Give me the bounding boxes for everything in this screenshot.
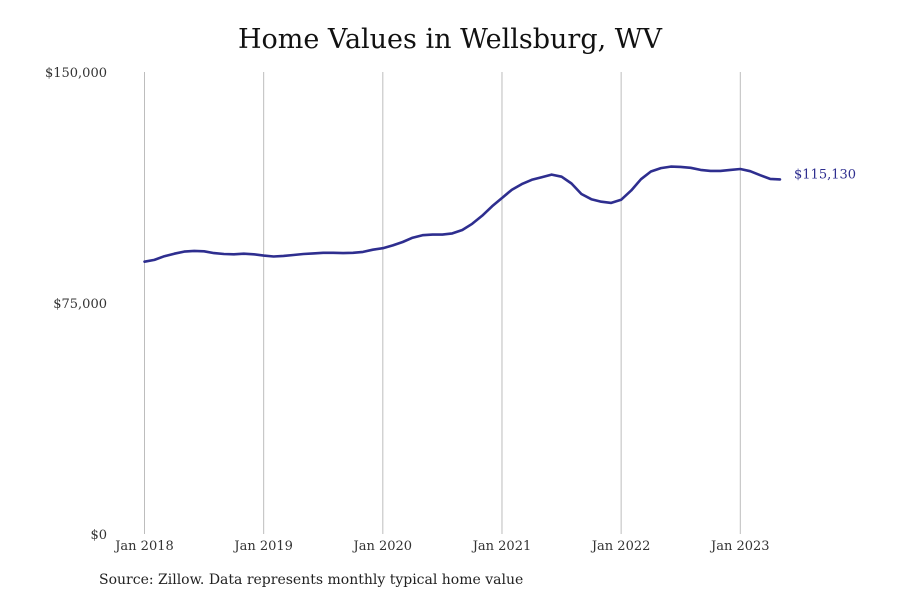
x-axis-labels: Jan 2018 Jan 2019 Jan 2020 Jan 2021 Jan 2022… [113, 539, 769, 554]
x-tick-label: Jan 2021 [471, 539, 532, 554]
end-value-label: $115,130 [794, 167, 856, 182]
y-tick-label: $0 [90, 528, 107, 543]
x-tick-label: Jan 2018 [113, 539, 174, 554]
series-line [143, 165, 782, 263]
x-tick-label: Jan 2023 [709, 539, 770, 554]
grid-lines [144, 72, 741, 534]
x-tick-label: Jan 2022 [590, 539, 651, 554]
x-tick-label: Jan 2020 [352, 539, 413, 554]
y-tick-label: $75,000 [53, 297, 107, 312]
chart-title: Home Values in Wellsburg, WV [237, 24, 663, 55]
y-axis-labels: $0 $75,000 $150,000 [45, 66, 107, 543]
x-tick-label: Jan 2019 [232, 539, 293, 554]
y-tick-label: $150,000 [45, 66, 107, 81]
source-note: Source: Zillow. Data represents monthly … [99, 572, 524, 588]
